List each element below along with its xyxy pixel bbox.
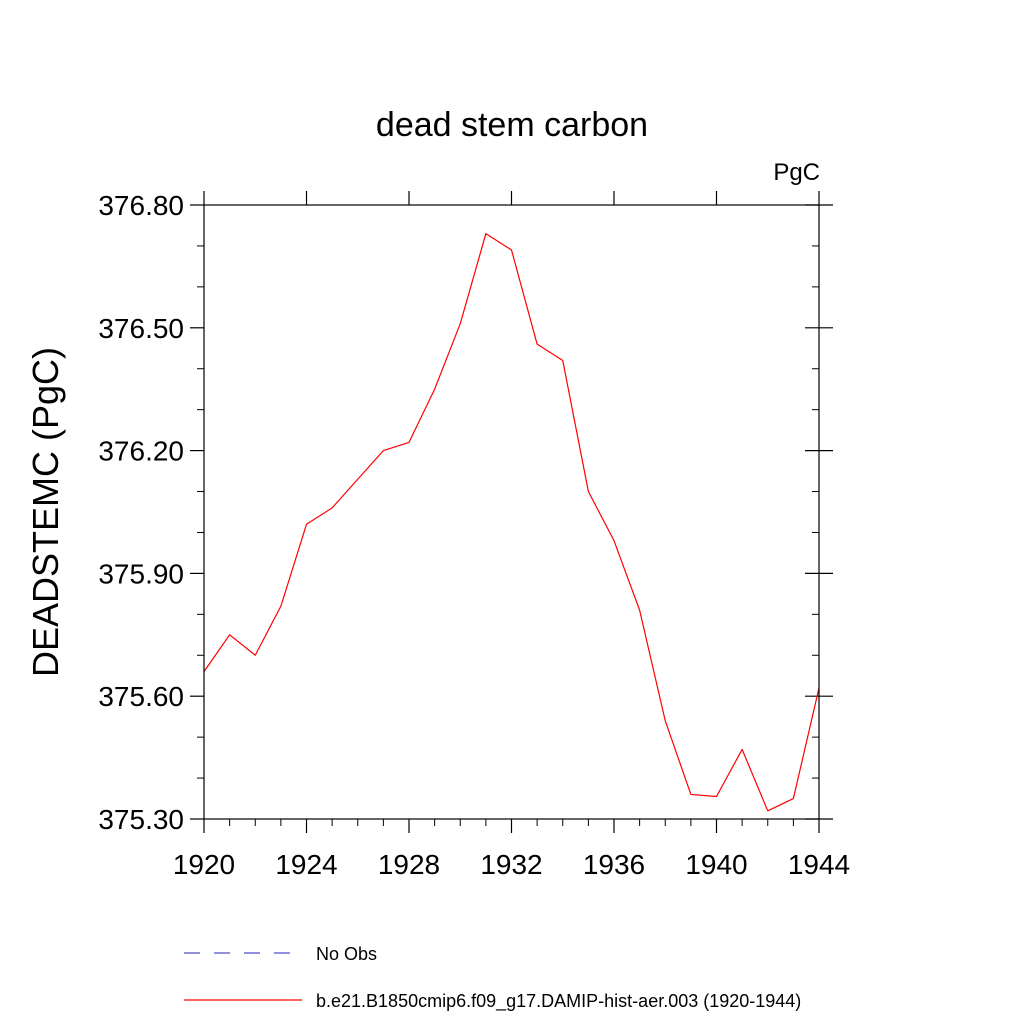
y-tick-label: 376.50 [98, 313, 184, 344]
series-line [203, 233, 820, 812]
series-layer [203, 233, 820, 812]
y-tick-label: 375.60 [98, 681, 184, 712]
y-tick-label: 376.20 [98, 436, 184, 467]
legend: No Obs b.e21.B1850cmip6.f09_g17.DAMIP-his… [184, 944, 801, 1012]
chart-title: dead stem carbon [376, 106, 648, 144]
legend-label: b.e21.B1850cmip6.f09_g17.DAMIP-hist-aer.… [316, 991, 801, 1012]
x-tick-label: 1940 [685, 849, 747, 880]
x-tick-label: 1924 [275, 849, 337, 880]
plot-frame [203, 204, 820, 820]
x-tick-label: 1932 [480, 849, 542, 880]
y-tick-label: 375.90 [98, 558, 184, 589]
x-tick-label: 1936 [583, 849, 645, 880]
x-tick-label: 1928 [378, 849, 440, 880]
x-tick-label: 1920 [173, 849, 235, 880]
y-tick-label: 376.80 [98, 190, 184, 221]
y-tick-label: 375.30 [98, 804, 184, 835]
y-axis-label: DEADSTEMC (PgC) [25, 347, 66, 677]
x-tick-label: 1944 [788, 849, 850, 880]
units-label: PgC [773, 159, 820, 186]
legend-label: No Obs [316, 944, 377, 964]
axis-ticks: 1920 1924 1928 1932 1936 1940 1944 375.30 375.60… [98, 190, 850, 880]
